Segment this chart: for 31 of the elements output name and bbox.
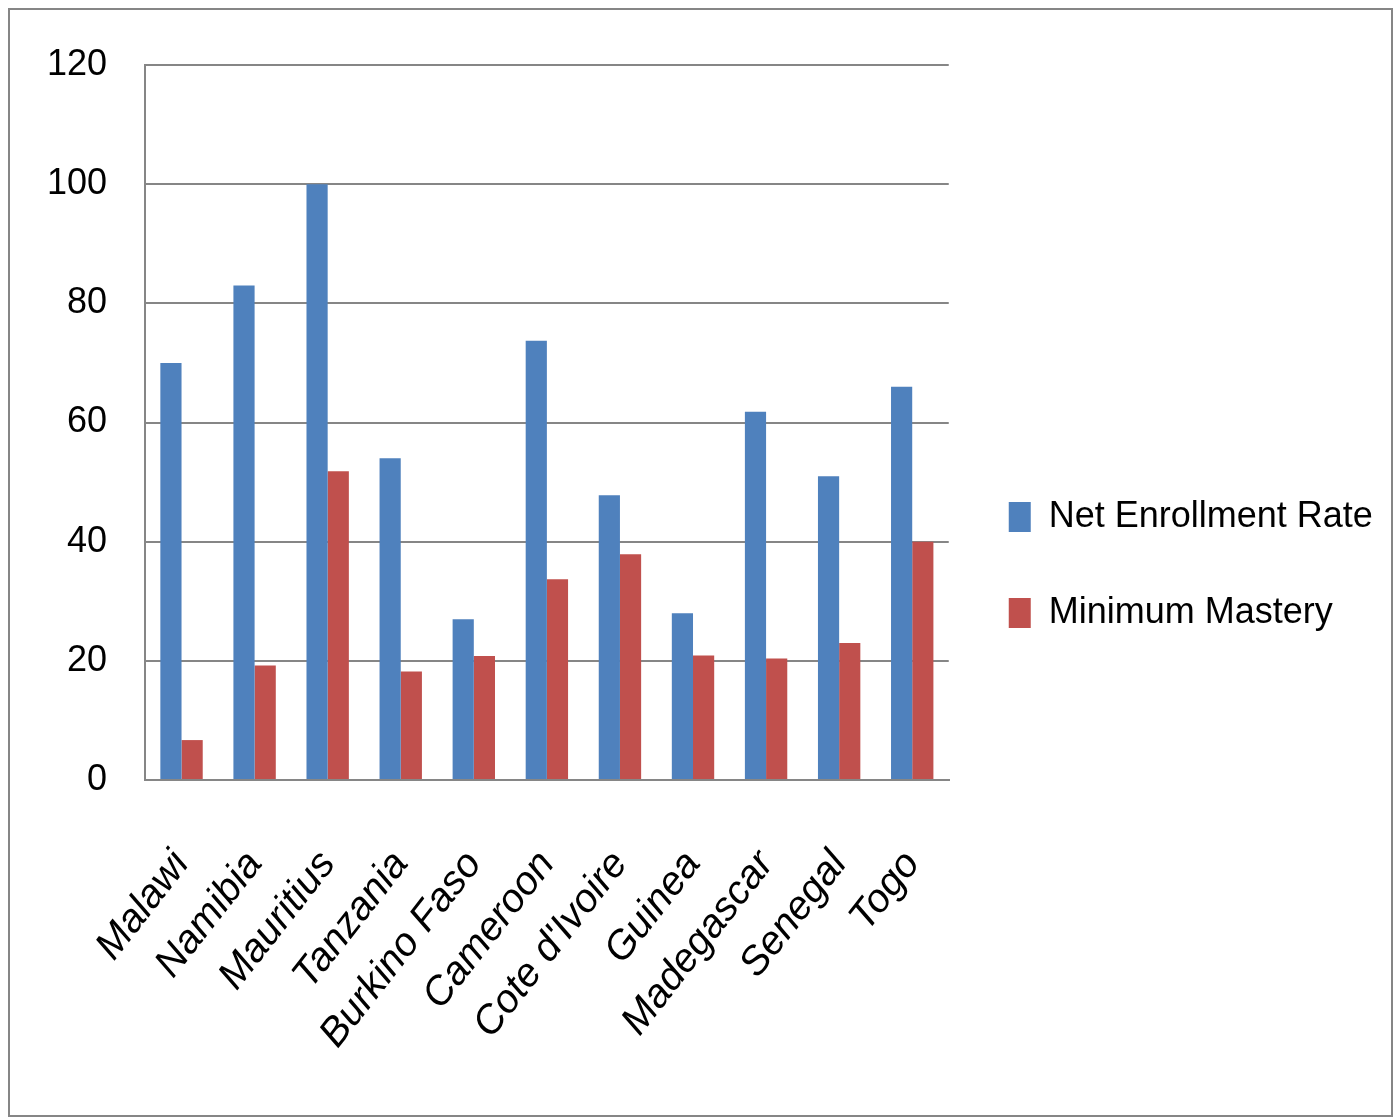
legend-label: Net Enrollment Rate [1048,493,1373,535]
bar [912,541,934,779]
bar [891,386,913,779]
y-tick-label: 100 [46,161,107,203]
bar [817,476,840,779]
bar [233,285,255,779]
y-tick-label: 20 [66,637,107,679]
bar [181,740,203,779]
bar [598,495,620,779]
bar [452,619,474,779]
bar [546,579,569,779]
bar [379,458,401,779]
bar [254,665,276,779]
bar [160,362,182,779]
bar [671,613,694,779]
bar [839,642,861,779]
bar [744,411,767,779]
bar [400,671,422,779]
y-tick-label: 60 [66,399,107,441]
y-tick-label: 0 [86,756,107,798]
bar [473,656,495,779]
y-tick-label: 40 [66,518,107,560]
legend-label: Minimum Mastery [1048,589,1333,631]
y-tick-label: 80 [66,280,107,322]
bar [327,471,349,779]
bar [619,554,642,779]
bar [525,340,547,779]
bar [306,184,328,779]
bar [766,658,788,779]
y-tick-label: 120 [46,41,107,83]
bar [693,655,715,779]
